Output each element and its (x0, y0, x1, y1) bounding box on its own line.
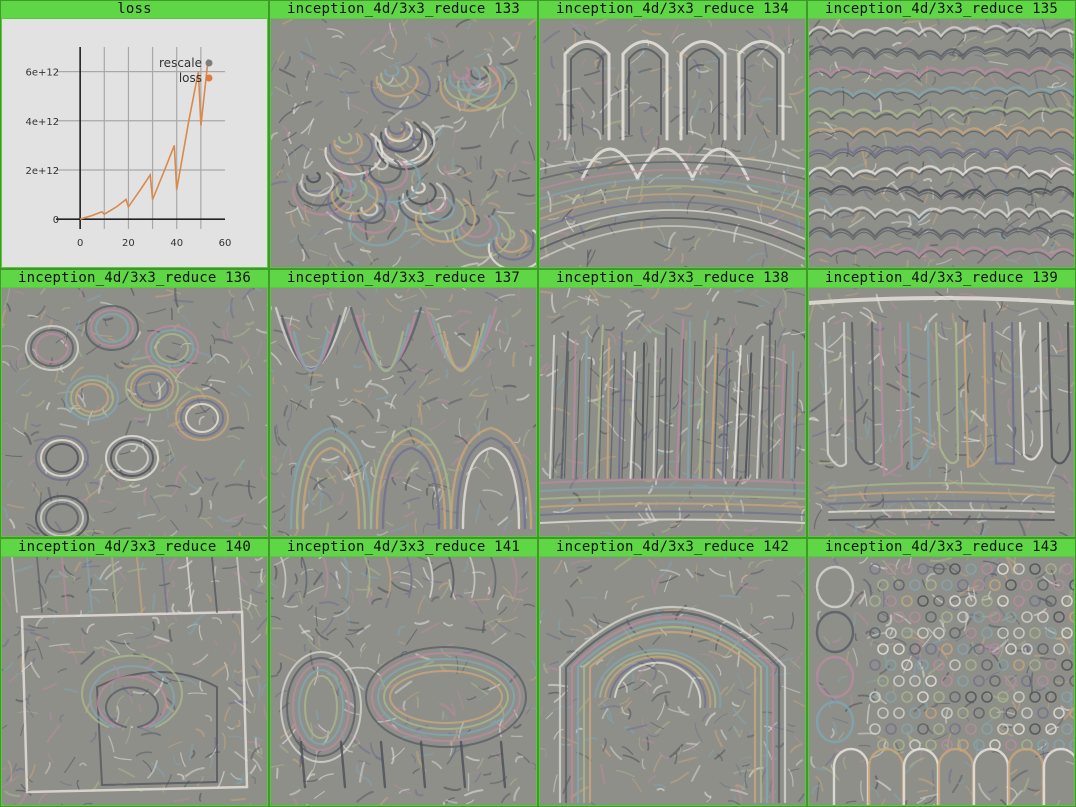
feature-visualization (809, 288, 1074, 536)
y-tick-label: 4e+12 (26, 117, 60, 128)
panel-title: inception_4d/3x3_reduce 141 (270, 539, 537, 556)
panel-title: inception_4d/3x3_reduce 142 (539, 539, 806, 556)
feature-svg (2, 288, 267, 536)
panel-title: inception_4d/3x3_reduce 139 (808, 270, 1075, 287)
loss-series-line (79, 59, 209, 220)
feature-visualization (271, 19, 536, 267)
feature-panel: inception_4d/3x3_reduce 143 (807, 538, 1076, 807)
feature-panel: inception_4d/3x3_reduce 142 (538, 538, 807, 807)
y-tick-label: 2e+12 (26, 166, 60, 177)
feature-visualization (809, 19, 1074, 267)
x-tick-label: 60 (219, 238, 232, 249)
feature-panel: inception_4d/3x3_reduce 133 (269, 0, 538, 269)
feature-panel: inception_4d/3x3_reduce 137 (269, 269, 538, 538)
panel-title: loss (1, 1, 268, 18)
panel-title: inception_4d/3x3_reduce 137 (270, 270, 537, 287)
panel-title: inception_4d/3x3_reduce 135 (808, 1, 1075, 18)
panel-title: inception_4d/3x3_reduce 140 (1, 539, 268, 556)
panel-title: inception_4d/3x3_reduce 136 (1, 270, 268, 287)
panel-title: inception_4d/3x3_reduce 138 (539, 270, 806, 287)
feature-visualization (540, 557, 805, 805)
feature-visualization (540, 288, 805, 536)
feature-panel: inception_4d/3x3_reduce 140 (0, 538, 269, 807)
feature-svg (809, 557, 1074, 805)
feature-panel: inception_4d/3x3_reduce 136 (0, 269, 269, 538)
feature-visualization (2, 288, 267, 536)
panel-title: inception_4d/3x3_reduce 134 (539, 1, 806, 18)
feature-svg (271, 19, 536, 267)
loss-chart-panel: loss 0 20 40 60 0 2e+12 4e+12 6e+12 rescale loss (0, 0, 269, 269)
feature-panel: inception_4d/3x3_reduce 138 (538, 269, 807, 538)
feature-visualization (271, 557, 536, 805)
feature-visualization (809, 557, 1074, 805)
feature-panel: inception_4d/3x3_reduce 134 (538, 0, 807, 269)
feature-svg (2, 557, 267, 805)
y-tick-label: 6e+12 (26, 68, 60, 79)
feature-panel: inception_4d/3x3_reduce 141 (269, 538, 538, 807)
feature-panel: inception_4d/3x3_reduce 135 (807, 0, 1076, 269)
feature-svg (271, 288, 536, 536)
panel-title: inception_4d/3x3_reduce 143 (808, 539, 1075, 556)
feature-svg (271, 557, 536, 805)
panel-title: inception_4d/3x3_reduce 133 (270, 1, 537, 18)
feature-svg (540, 19, 805, 267)
feature-visualization (2, 557, 267, 805)
legend-marker (205, 74, 213, 82)
feature-visualization (540, 19, 805, 267)
loss-chart: 0 20 40 60 0 2e+12 4e+12 6e+12 rescale loss (2, 19, 267, 267)
feature-visualization (271, 288, 536, 536)
feature-svg (540, 557, 805, 805)
x-tick-label: 20 (122, 238, 135, 249)
x-tick-label: 40 (170, 238, 183, 249)
legend-label: rescale (159, 56, 202, 70)
legend-label: loss (179, 71, 202, 85)
y-tick-label: 0 (53, 215, 59, 226)
x-tick-label: 0 (77, 238, 83, 249)
feature-svg (540, 288, 805, 536)
feature-svg (809, 19, 1074, 267)
feature-panel: inception_4d/3x3_reduce 139 (807, 269, 1076, 538)
feature-svg (809, 288, 1074, 536)
legend-marker (205, 59, 213, 67)
